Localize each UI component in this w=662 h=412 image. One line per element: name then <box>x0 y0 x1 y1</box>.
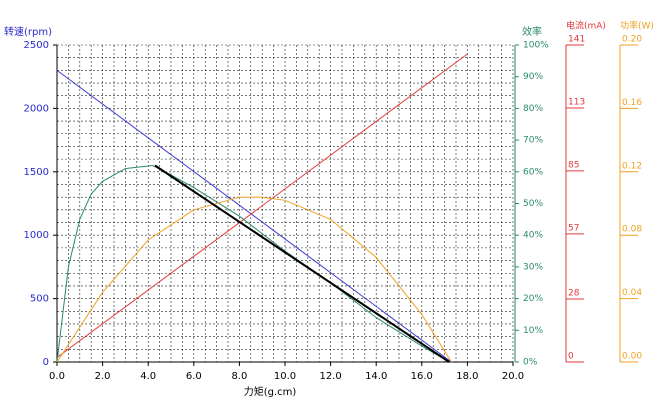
x-tick-label: 16.0 <box>411 371 433 382</box>
x-axis-label: 力矩(g.cm) <box>244 385 297 398</box>
y4-tick-label: 0.20 <box>622 35 642 45</box>
x-tick-label: 2.0 <box>95 371 111 382</box>
y3-tick-label: 57 <box>568 223 579 233</box>
y-axis-label: 转速(rpm) <box>4 25 52 38</box>
x-tick-label: 8.0 <box>231 371 247 382</box>
y4-tick-label: 0.00 <box>622 352 642 362</box>
y3-tick-label: 0 <box>568 352 574 362</box>
y3-tick-label: 28 <box>568 289 580 299</box>
y-tick-label: 2500 <box>24 40 49 51</box>
y4-tick-label: 0.04 <box>622 288 642 298</box>
y2-tick-label: 0% <box>523 358 538 368</box>
y-tick-label: 2000 <box>24 103 49 114</box>
y2-tick-label: 50% <box>523 199 543 209</box>
x-tick-label: 0.0 <box>49 371 65 382</box>
y2-tick-label: 10% <box>523 326 543 336</box>
y2-tick-label: 100% <box>523 41 549 51</box>
y4-tick-label: 0.16 <box>622 98 642 108</box>
y3-tick-label: 113 <box>568 97 585 107</box>
y2-tick-label: 60% <box>523 167 543 177</box>
y4-tick-label: 0.12 <box>622 161 642 171</box>
series-line <box>56 69 452 363</box>
y3-axis-label: 电流(mA) <box>566 20 606 32</box>
y2-tick-label: 20% <box>523 294 543 304</box>
y2-tick-label: 30% <box>523 262 543 272</box>
y2-tick-label: 40% <box>523 231 543 241</box>
series-line <box>56 53 468 358</box>
y-tick-label: 0 <box>43 357 49 368</box>
series-line <box>56 164 450 363</box>
x-tick-label: 4.0 <box>140 371 156 382</box>
y4-axis-label: 功率(W) <box>620 20 654 32</box>
y3-tick-label: 85 <box>568 160 579 170</box>
x-tick-label: 14.0 <box>365 371 387 382</box>
y-tick-label: 1000 <box>24 230 49 241</box>
series-line <box>154 164 450 363</box>
y4-tick-label: 0.08 <box>622 225 642 235</box>
x-tick-label: 20.0 <box>502 371 524 382</box>
x-tick-label: 18.0 <box>456 371 478 382</box>
y2-axis-label: 效率 <box>522 25 542 38</box>
x-tick-label: 6.0 <box>186 371 202 382</box>
x-tick-label: 12.0 <box>319 371 341 382</box>
y-tick-label: 1500 <box>24 167 49 178</box>
y-tick-label: 500 <box>30 294 49 305</box>
series-line <box>56 196 452 363</box>
y3-tick-label: 141 <box>568 35 585 45</box>
x-tick-label: 10.0 <box>274 371 296 382</box>
y2-tick-label: 70% <box>523 136 543 146</box>
y2-tick-label: 80% <box>523 104 543 114</box>
y2-tick-label: 90% <box>523 72 543 82</box>
